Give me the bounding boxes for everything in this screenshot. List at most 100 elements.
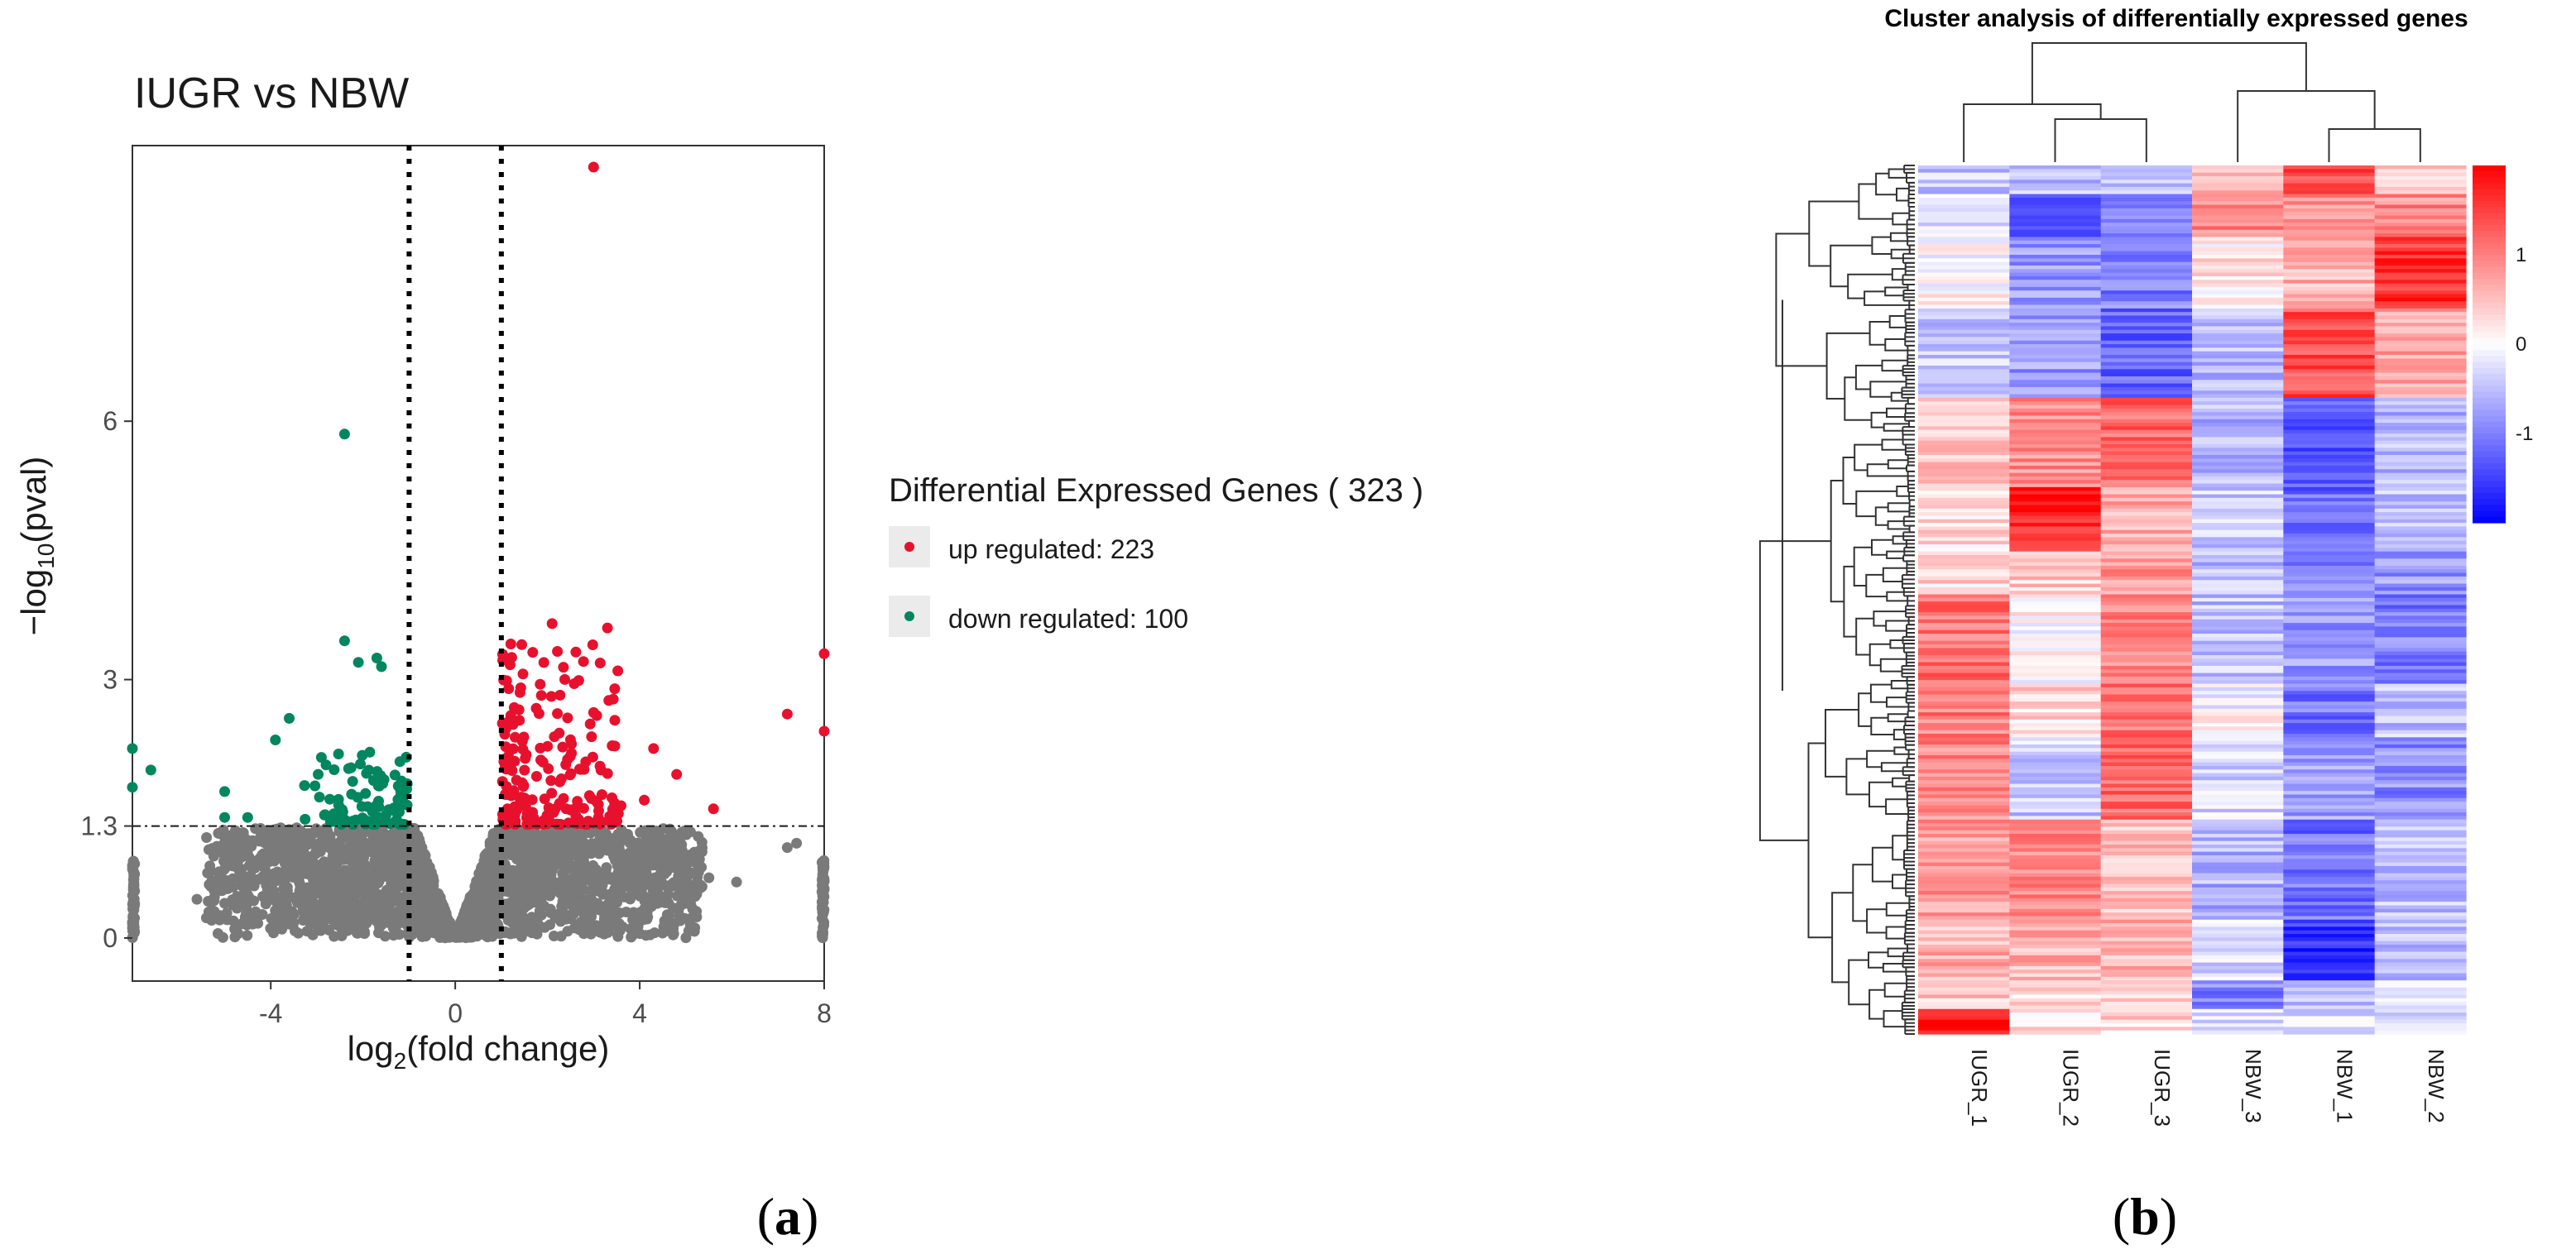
heatmap-cell (2283, 429, 2376, 434)
heatmap-cell (2283, 844, 2376, 849)
heatmap-cell (2009, 534, 2102, 538)
point-up-regulated (609, 715, 621, 726)
point-up-regulated (542, 740, 554, 752)
point-up-regulated (781, 708, 793, 720)
heatmap-cell (1918, 255, 2010, 259)
row-dendrogram-branch (1888, 315, 1907, 328)
heatmap-cell (2374, 848, 2467, 853)
row-dendrogram-branch (1868, 989, 1885, 1020)
point-not-significant (609, 907, 621, 918)
heatmap-cell (1918, 998, 2010, 1003)
heatmap-cell (2374, 337, 2467, 342)
heatmap-cell (2100, 462, 2193, 467)
point-up-regulated (609, 683, 621, 695)
heatmap-cell (2374, 286, 2467, 291)
heatmap-cell (2100, 204, 2193, 209)
heatmap-cell (2192, 705, 2284, 710)
heatmap-cell (2283, 419, 2376, 424)
heatmap-cell (2374, 865, 2467, 870)
heatmap-cell (2009, 980, 2102, 985)
heatmap-cell (2192, 808, 2284, 813)
heatmap-cell (2192, 640, 2284, 645)
heatmap-cell (2283, 601, 2376, 606)
heatmap-cell (1918, 934, 2010, 938)
heatmap-cell (2192, 208, 2284, 213)
heatmap-cell (2283, 1008, 2376, 1013)
heatmap-cell (1918, 597, 2010, 602)
heatmap-cell (2374, 465, 2467, 470)
heatmap-cell (2283, 265, 2376, 270)
heatmap-cell (1918, 794, 2010, 799)
heatmap-cell (2100, 397, 2193, 402)
heatmap-cell (1918, 169, 2010, 174)
heatmap-cell (1918, 930, 2010, 935)
point-not-significant (343, 827, 354, 839)
point-not-significant (557, 896, 568, 907)
heatmap-cell (2283, 683, 2376, 688)
heatmap-cell (2192, 805, 2284, 810)
heatmap-cell (2192, 648, 2284, 653)
row-dendrogram-branch (1874, 506, 1888, 526)
heatmap-cell (1918, 812, 2010, 817)
heatmap-cell (2374, 551, 2467, 556)
heatmap-cell (2283, 197, 2376, 202)
heatmap-cell (2374, 486, 2467, 491)
heatmap-cell (1918, 465, 2010, 470)
point-not-significant (687, 903, 698, 915)
point-not-significant (205, 881, 217, 892)
heatmap-cell (2192, 265, 2284, 270)
point-not-significant (640, 825, 651, 836)
heatmap-cell (2100, 344, 2193, 348)
heatmap-cell (2374, 448, 2467, 452)
point-down-regulated (242, 811, 253, 823)
heatmap-cell (2283, 712, 2376, 717)
heatmap-cell (2283, 258, 2376, 263)
heatmap-cell (2192, 397, 2284, 402)
heatmap-cell (1918, 705, 2010, 710)
heatmap-cells (1918, 165, 2467, 1035)
heatmap-cell (2009, 976, 2102, 981)
heatmap-cell (2374, 640, 2467, 645)
heatmap-cell (2100, 701, 2193, 706)
heatmap-cell (2009, 640, 2102, 645)
heatmap-cell (2374, 776, 2467, 781)
heatmap-cell (2283, 372, 2376, 377)
heatmap-cell (2192, 576, 2284, 581)
heatmap-cell (2374, 676, 2467, 681)
heatmap-cell (2100, 969, 2193, 974)
row-dendrogram-branch (1892, 874, 1907, 889)
heatmap-cell (2283, 480, 2376, 485)
heatmap-cell (2100, 576, 2193, 581)
heatmap-cell (2100, 405, 2193, 409)
point-down-regulated (315, 752, 327, 764)
heatmap-cell (2283, 626, 2376, 631)
point-not-significant (315, 863, 327, 874)
heatmap-cell (2009, 576, 2102, 581)
heatmap-cell (2283, 923, 2376, 927)
heatmap-cell (1918, 691, 2010, 696)
heatmap-cell (2009, 1002, 2102, 1007)
point-down-regulated (219, 786, 230, 797)
point-not-significant (377, 861, 388, 873)
point-not-significant (650, 826, 662, 837)
heatmap-cell (2100, 944, 2193, 949)
heatmap-cell (2374, 237, 2467, 242)
heatmap-cell (2374, 651, 2467, 656)
point-not-significant (361, 917, 372, 929)
heatmap-cell (1918, 834, 2010, 838)
heatmap-cell (1918, 748, 2010, 753)
row-dendrogram-branch (1885, 620, 1909, 632)
heatmap-cell (2100, 505, 2193, 510)
point-up-regulated (516, 735, 528, 747)
heatmap-cell (2100, 773, 2193, 778)
heatmap-cell (2374, 347, 2467, 352)
heatmap-cell (2374, 537, 2467, 542)
point-not-significant (281, 831, 292, 842)
heatmap-cell (2283, 440, 2376, 445)
heatmap-cell (2100, 548, 2193, 553)
point-not-significant (480, 900, 492, 912)
heatmap-cell (2283, 204, 2376, 209)
point-down-regulated (284, 712, 295, 724)
heatmap-cell (1918, 673, 2010, 677)
heatmap-cell (2100, 930, 2193, 935)
